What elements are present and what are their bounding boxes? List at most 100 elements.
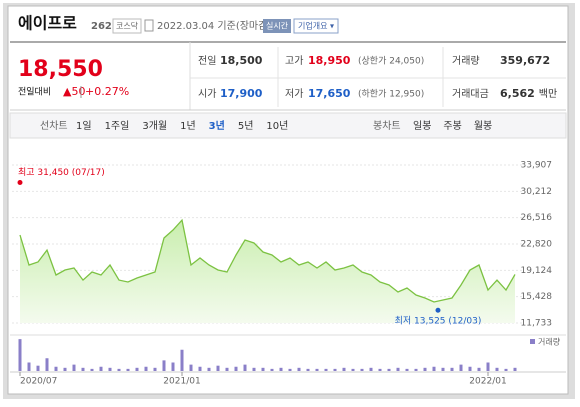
volume-bar [324, 368, 328, 371]
volume-bar [117, 368, 121, 371]
area [20, 220, 515, 323]
volume-bar [450, 367, 454, 371]
volume-bar [432, 366, 436, 371]
volume-bar [198, 366, 202, 371]
info-value: 17,650 [308, 87, 351, 100]
volume-bar [288, 368, 292, 371]
volume-bar [351, 368, 355, 371]
market-badge [112, 18, 142, 34]
volume-bar [45, 358, 49, 371]
tab[interactable]: 10년 [266, 120, 288, 132]
company-label[interactable]: 기업개요 ▾ [298, 21, 334, 31]
volume-bar [342, 367, 346, 371]
volume-bar [441, 367, 445, 371]
company-button[interactable] [293, 18, 339, 34]
info-extra: (상한가 24,050) [358, 56, 424, 67]
volume-bar [495, 367, 499, 371]
volume-bar [135, 367, 139, 371]
volume-bar [234, 366, 238, 371]
x-tick-label: 2021/01 [163, 377, 200, 387]
info-value: 6,562 [500, 87, 535, 100]
volume-bar [171, 362, 175, 371]
change-label: 전일대비 [18, 87, 51, 98]
tab[interactable]: 3년 [209, 119, 225, 132]
volume-bar [396, 367, 400, 371]
volume-bar [54, 366, 58, 371]
volume-bar [126, 368, 130, 371]
info-value: 17,900 [220, 87, 263, 100]
line [19, 218, 516, 303]
tab[interactable]: 주봉 [443, 120, 461, 132]
info-label: 저가 [285, 88, 303, 100]
volume-bar [405, 368, 409, 371]
change: ▲50 [63, 85, 85, 98]
volume-bar [504, 368, 508, 371]
volume-bar [72, 364, 76, 371]
tab[interactable]: 1년 [180, 120, 196, 132]
volume-bar [189, 364, 193, 371]
volume-bar [153, 367, 157, 371]
tab[interactable]: 월봉 [474, 120, 492, 132]
panel [7, 5, 569, 395]
info-unit: 백만 [539, 88, 557, 100]
tab[interactable]: 1일 [76, 120, 92, 132]
volume-bar [423, 367, 427, 371]
volume-bar [369, 367, 373, 371]
line-chart-label: 선차트 [40, 120, 68, 132]
volume-bar [279, 367, 283, 371]
info-value: 18,500 [220, 54, 263, 67]
info-label: 전일 [198, 55, 216, 67]
volume-legend-swatch [530, 339, 535, 344]
volume-bar [468, 366, 472, 371]
volume-bar [315, 368, 319, 371]
y-tick-label: 33,907 [521, 161, 553, 171]
y-tick-label: 11,733 [521, 319, 553, 329]
current-price: 18,550 [18, 57, 103, 82]
volume-bar [261, 367, 265, 371]
info-value: 359,672 [500, 54, 550, 67]
volume-bar [63, 367, 67, 371]
y-tick-label: 22,820 [521, 240, 553, 250]
volume-bar [36, 365, 40, 371]
volume-bar [297, 367, 301, 371]
volume-bar [162, 360, 166, 371]
volume-bar [99, 366, 103, 371]
volume-bar [252, 367, 256, 371]
stock-name: 에이프로 [18, 14, 77, 33]
realtime-label[interactable]: 실시간 [266, 21, 289, 31]
x-tick-label: 2020/07 [20, 377, 57, 387]
high-label: 최고 31,450 (07/17) [18, 167, 105, 178]
y-tick-label: 19,124 [521, 266, 553, 276]
date: 2022.03.04 기준(장마감) [157, 20, 271, 32]
y-tick-label: 30,212 [521, 187, 553, 197]
volume-bar [459, 364, 463, 371]
tab-bar [9, 112, 567, 139]
info-label: 고가 [285, 55, 303, 67]
y-tick-label: 15,428 [521, 292, 553, 302]
tab[interactable]: 1주일 [105, 120, 130, 132]
volume-bar [108, 367, 112, 371]
tab[interactable]: 5년 [238, 120, 254, 132]
volume-bar [270, 368, 274, 371]
doc-icon [144, 19, 154, 32]
volume-bar [477, 367, 481, 371]
info-label: 거래량 [452, 55, 480, 67]
tab[interactable]: 3개월 [142, 120, 167, 132]
volume-bar [414, 368, 418, 371]
info-extra: (하한가 12,950) [358, 89, 424, 100]
market: 코스닥 [116, 21, 139, 31]
volume-bar [306, 368, 310, 371]
volume-bar [225, 367, 229, 371]
volume-bar [513, 367, 517, 371]
high-dot [17, 180, 23, 186]
info-value: 18,950 [308, 54, 351, 67]
volume-bar [243, 364, 247, 371]
realtime-button[interactable] [263, 19, 291, 33]
tab[interactable]: 일봉 [413, 120, 431, 132]
volume-bar [360, 368, 364, 371]
volume-legend: 거래량 [538, 337, 561, 347]
candle-chart-label: 봉차트 [373, 120, 401, 132]
stock-code: 262260 [91, 21, 133, 32]
volume-bar [378, 368, 382, 371]
